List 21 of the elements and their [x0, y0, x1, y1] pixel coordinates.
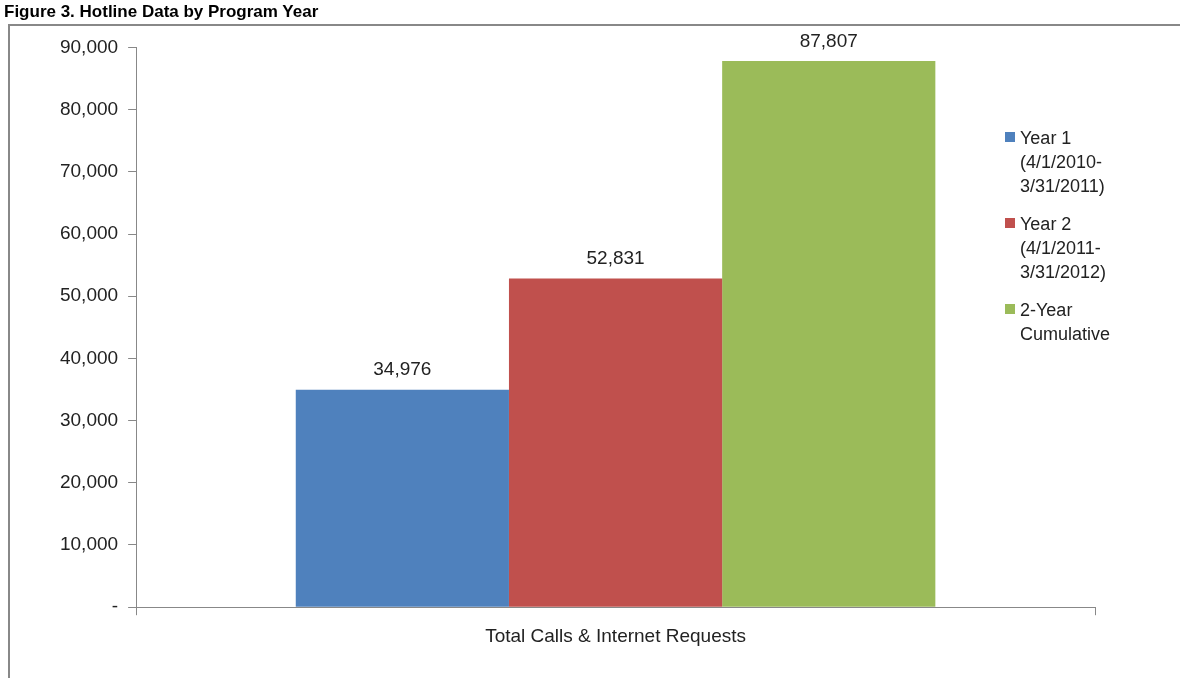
y-tick-label: 20,000 — [59, 471, 119, 493]
y-tick-label: 70,000 — [59, 160, 119, 182]
data-label: 52,831 — [586, 247, 645, 269]
legend-label: Year 1 (4/1/2010-3/31/2011) — [1020, 127, 1106, 198]
y-tick-label: 90,000 — [59, 35, 119, 57]
bar — [722, 61, 936, 607]
data-label: 87,807 — [799, 29, 858, 51]
y-tick-label: 40,000 — [59, 346, 119, 368]
legend-label: 2-Year Cumulative — [1020, 299, 1112, 346]
y-tick-label: - — [111, 595, 119, 617]
y-tick-label: 50,000 — [59, 284, 119, 306]
y-tick-label: 60,000 — [59, 222, 119, 244]
legend-label: Year 2 (4/1/2011-3/31/2012) — [1020, 213, 1108, 284]
y-tick-label: 30,000 — [59, 408, 119, 430]
bar — [295, 389, 509, 607]
y-tick-label: 80,000 — [59, 97, 119, 119]
y-tick-label: 10,000 — [59, 533, 119, 555]
x-tick-label: Total Calls & Internet Requests — [485, 624, 746, 646]
chart-title: Figure 3. Hotline Data by Program Year — [3, 1, 320, 23]
bar — [508, 278, 723, 607]
data-label: 34,976 — [373, 358, 432, 380]
